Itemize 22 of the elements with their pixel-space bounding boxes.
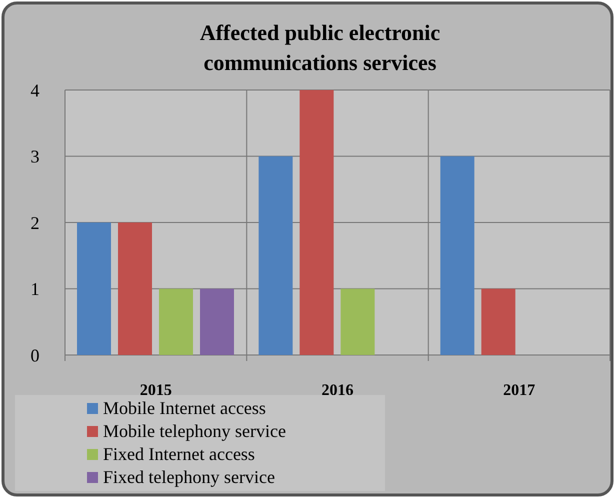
y-tick-label: 3 [30, 146, 40, 167]
legend-label: Fixed telephony service [103, 467, 275, 487]
bar [77, 222, 111, 355]
bar [200, 288, 234, 355]
x-tick-label: 2016 [322, 382, 354, 399]
y-tick-label: 0 [30, 345, 40, 366]
bar [440, 156, 474, 355]
y-tick-label: 4 [30, 80, 40, 100]
x-tick-label: 2017 [503, 382, 536, 399]
bar [340, 288, 375, 355]
bar [300, 90, 334, 355]
legend-label: Fixed Internet access [103, 444, 255, 464]
bar [481, 288, 516, 355]
y-tick-label: 2 [30, 212, 40, 233]
bar [159, 288, 193, 355]
y-tick-label: 1 [30, 279, 40, 300]
bar [258, 156, 293, 355]
bar [118, 222, 152, 355]
x-tick-label: 2015 [140, 382, 172, 399]
chart-title: Affected public electronic communications services [200, 20, 440, 75]
legend-label: Mobile telephony service [103, 421, 286, 441]
legend-label: Mobile Internet access [103, 398, 266, 418]
